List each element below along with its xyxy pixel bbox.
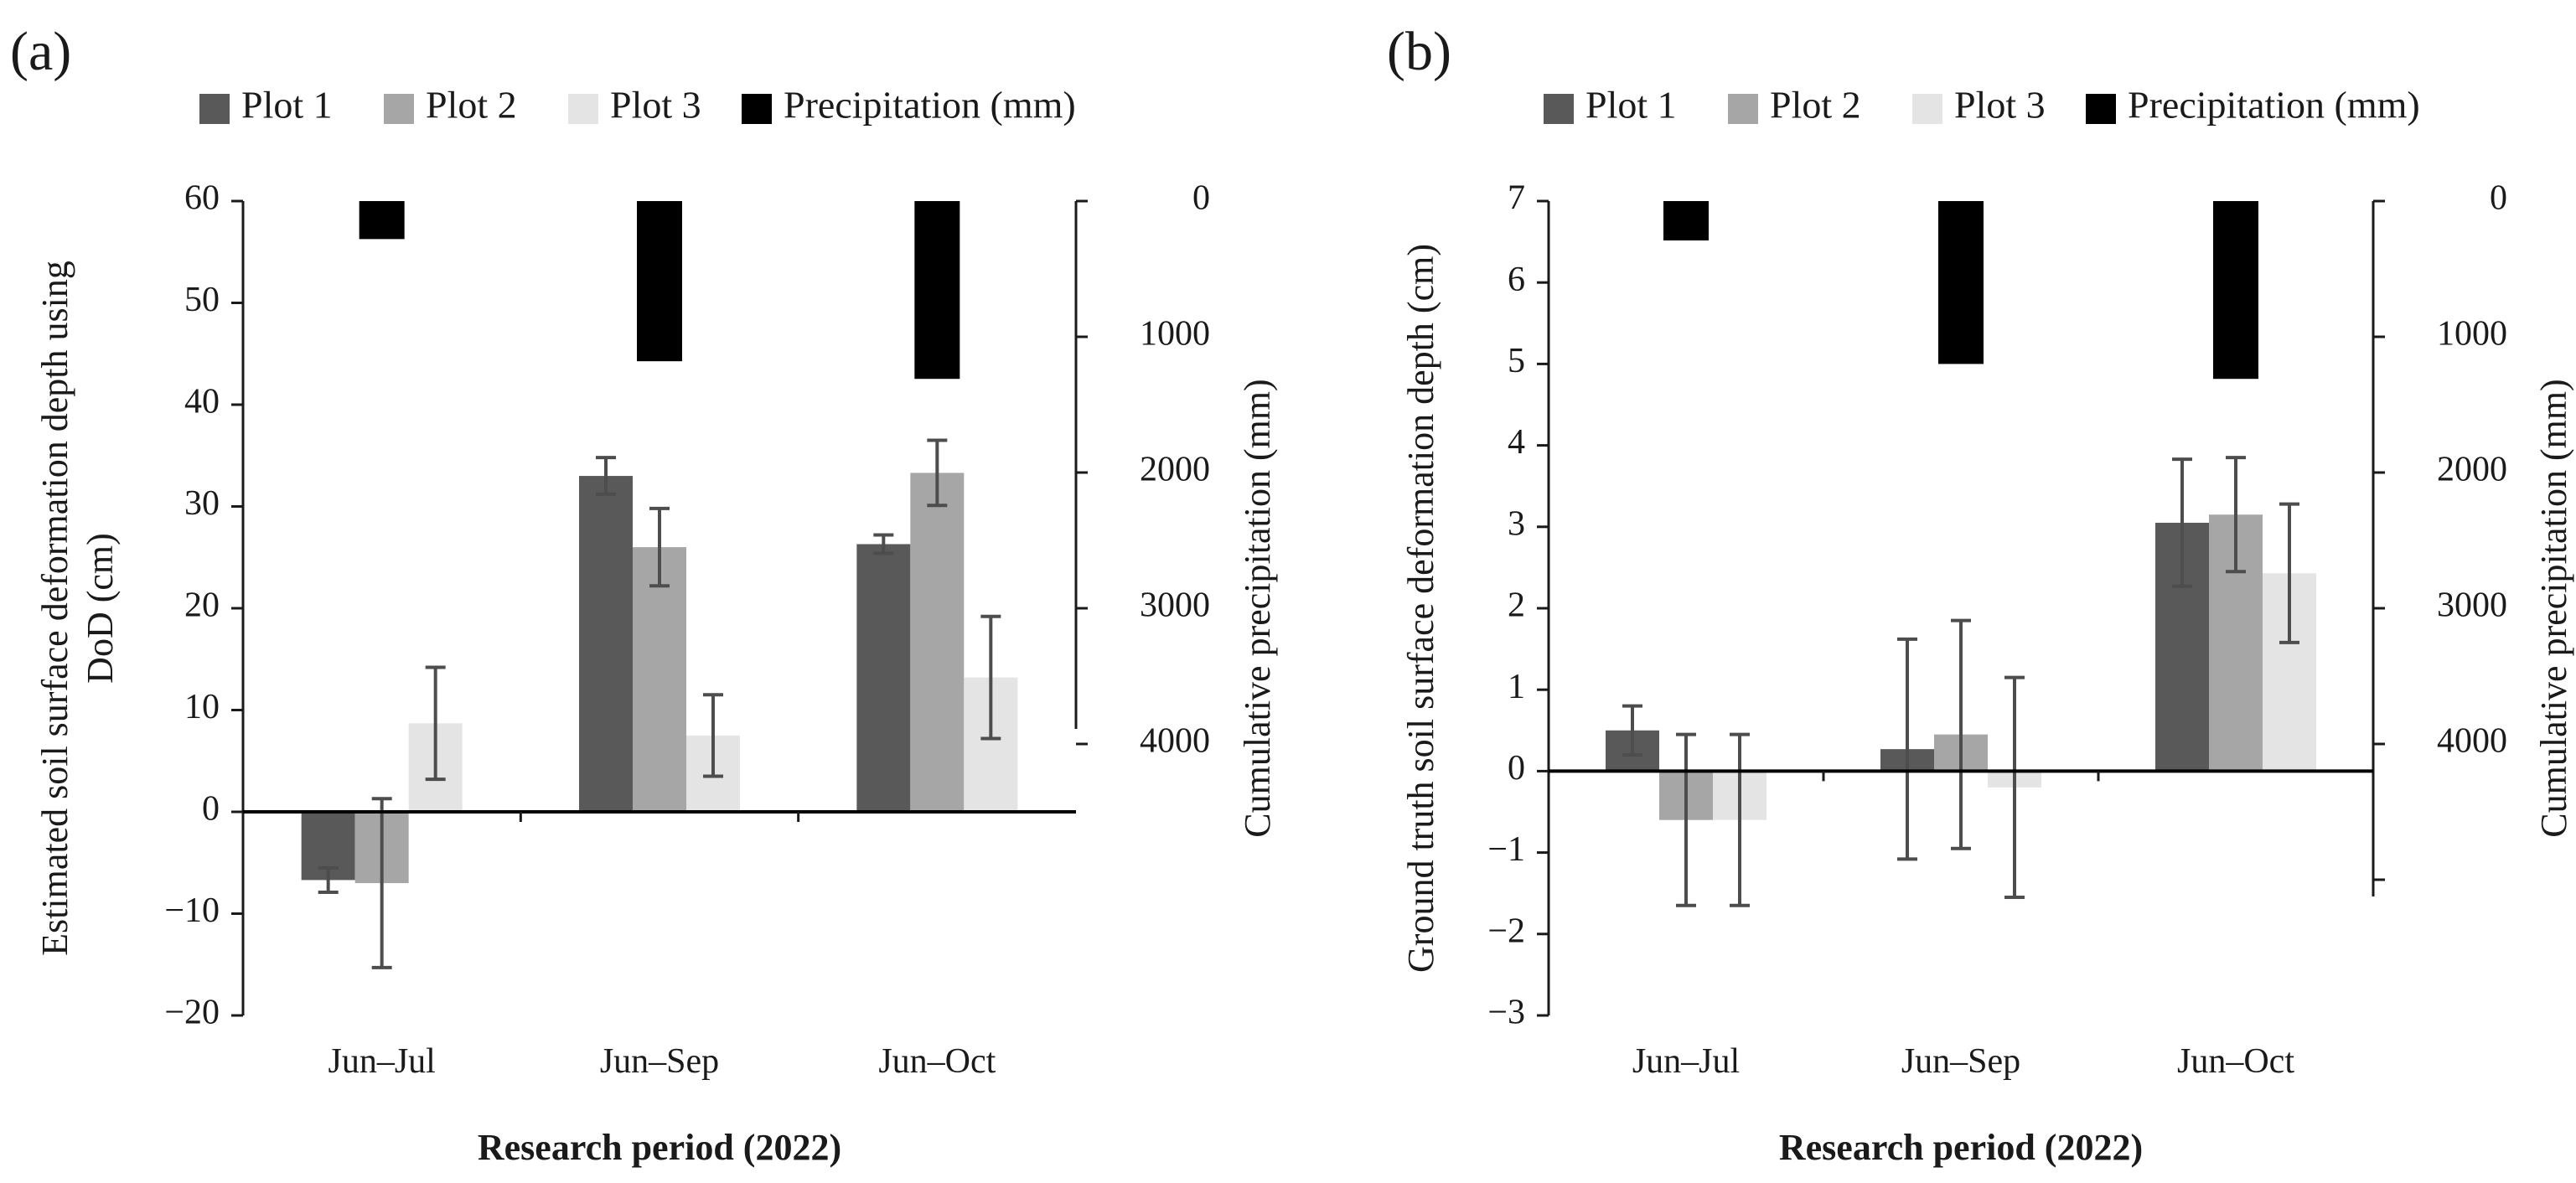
precip-bar-jun-sep bbox=[637, 201, 682, 362]
y2-tick-label: 4000 bbox=[1140, 722, 1210, 761]
error-bar-plot-2-jun-jul bbox=[371, 797, 392, 969]
y-tick-label: 1 bbox=[1508, 668, 1525, 706]
legend-swatch-plot-2 bbox=[1728, 94, 1758, 124]
legend-label-plot-2: Plot 2 bbox=[426, 84, 517, 127]
y2-axis-title: Cumulative precipitation (mm) bbox=[1237, 379, 1278, 837]
y-axis-title: DoD (cm) bbox=[80, 533, 121, 684]
legend-label-plot-2: Plot 2 bbox=[1770, 84, 1861, 127]
y-tick-label: 0 bbox=[202, 790, 220, 829]
y-tick-label: 0 bbox=[1508, 749, 1525, 788]
panel-label: (a) bbox=[10, 21, 71, 82]
legend-swatch-plot-2 bbox=[384, 94, 414, 124]
panel-b: (b) Plot 1 Plot 2 Plot 3 Precipitation (mm) 7… bbox=[1387, 21, 2574, 1168]
precip-bar-jun-oct bbox=[2213, 201, 2258, 380]
error-bar-plot-2-jun-jul bbox=[1676, 732, 1696, 907]
precip-bar-jun-jul bbox=[359, 201, 405, 240]
y2-tick-label: 0 bbox=[1192, 179, 1210, 218]
error-bar-plot-3-jun-oct bbox=[980, 614, 1001, 741]
x-category-label-jun-sep: Jun–Sep bbox=[600, 1042, 719, 1081]
y2-tick-label: 0 bbox=[2490, 179, 2507, 218]
y2-tick-label: 1000 bbox=[1140, 315, 1210, 354]
y-tick-label: 50 bbox=[184, 281, 220, 319]
error-bar-plot-2-jun-oct bbox=[927, 438, 948, 508]
error-bar-plot-2-jun-sep bbox=[649, 506, 670, 588]
y-tick-label: 3 bbox=[1508, 504, 1525, 543]
error-bar-plot-1-jun-oct bbox=[2172, 457, 2192, 588]
error-bar-plot-3-jun-sep bbox=[2004, 675, 2025, 900]
y-axis-title: Estimated soil surface deformation depth… bbox=[34, 261, 75, 956]
y-tick-label: −3 bbox=[1487, 994, 1525, 1032]
legend-label-plot-1: Plot 1 bbox=[1585, 84, 1677, 127]
y-tick-label: −20 bbox=[164, 994, 220, 1032]
panel-label: (b) bbox=[1387, 21, 1451, 82]
precip-bar-jun-sep bbox=[1938, 201, 1984, 364]
x-category-label-jun-jul: Jun–Jul bbox=[1632, 1042, 1740, 1081]
x-category-label-jun-oct: Jun–Oct bbox=[2177, 1042, 2294, 1081]
x-axis-title: Research period (2022) bbox=[1779, 1127, 2143, 1168]
y2-tick-label: 2000 bbox=[2437, 451, 2507, 489]
error-bar-plot-3-jun-jul bbox=[1730, 732, 1750, 907]
legend-label-plot-3: Plot 3 bbox=[610, 84, 701, 127]
error-bar-plot-1-jun-jul bbox=[1622, 704, 1642, 757]
legend-label-plot-3: Plot 3 bbox=[1954, 84, 2046, 127]
precip-bar-jun-jul bbox=[1663, 201, 1709, 240]
y-tick-label: −10 bbox=[164, 891, 220, 930]
y2-tick-label: 3000 bbox=[1140, 586, 1210, 625]
x-category-label-jun-jul: Jun–Jul bbox=[328, 1042, 435, 1081]
y2-tick-label: 2000 bbox=[1140, 451, 1210, 489]
bar-plot-2-jun-sep bbox=[633, 547, 686, 812]
legend-swatch-plot-1 bbox=[1544, 94, 1574, 124]
error-bar-plot-1-jun-sep bbox=[1897, 637, 1917, 861]
y-tick-label: 4 bbox=[1508, 423, 1525, 462]
legend-swatch-plot-1 bbox=[199, 94, 230, 124]
bar-plot-2-jun-oct bbox=[910, 473, 965, 812]
y-tick-label: 2 bbox=[1508, 586, 1525, 625]
bar-plot-1-jun-oct bbox=[856, 544, 911, 812]
x-category-label-jun-sep: Jun–Sep bbox=[1901, 1042, 2020, 1081]
y-tick-label: −1 bbox=[1487, 830, 1525, 869]
y2-tick-label: 3000 bbox=[2437, 586, 2507, 625]
y-axis-title: Ground truth soil surface deformation de… bbox=[1400, 244, 1441, 973]
y-tick-label: 5 bbox=[1508, 342, 1525, 380]
x-axis-title: Research period (2022) bbox=[478, 1127, 841, 1168]
error-bar-plot-1-jun-oct bbox=[873, 533, 894, 555]
y-tick-label: 60 bbox=[184, 179, 220, 218]
precip-bar-jun-oct bbox=[914, 201, 960, 380]
error-bar-plot-3-jun-sep bbox=[703, 693, 723, 778]
x-category-label-jun-oct: Jun–Oct bbox=[878, 1042, 996, 1081]
y-tick-label: −2 bbox=[1487, 912, 1525, 950]
y2-axis-title: Cumulative precipitation (mm) bbox=[2533, 379, 2574, 837]
legend-label-plot-1: Plot 1 bbox=[241, 84, 333, 127]
y-tick-label: 10 bbox=[184, 688, 220, 726]
y-tick-label: 6 bbox=[1508, 261, 1525, 299]
legend-label-precipitation-mm: Precipitation (mm) bbox=[784, 84, 1076, 127]
bar-plot-1-jun-sep bbox=[579, 476, 633, 812]
y-tick-label: 40 bbox=[184, 383, 220, 421]
panel-a: (a) Plot 1 Plot 2 Plot 3 Precipitation (mm) 6… bbox=[10, 21, 1278, 1168]
error-bar-plot-1-jun-jul bbox=[318, 865, 339, 894]
legend-swatch-plot-3 bbox=[568, 94, 598, 124]
error-bar-plot-2-jun-oct bbox=[2226, 456, 2246, 574]
legend-label-precipitation-mm: Precipitation (mm) bbox=[2128, 84, 2420, 127]
error-bar-plot-3-jun-oct bbox=[2279, 502, 2299, 644]
error-bar-plot-1-jun-sep bbox=[596, 456, 616, 496]
legend-swatch-plot-3 bbox=[1912, 94, 1942, 124]
y-tick-label: 20 bbox=[184, 586, 220, 625]
y-tick-label: 30 bbox=[184, 484, 220, 523]
y-tick-label: 7 bbox=[1508, 179, 1525, 218]
y2-tick-label: 1000 bbox=[2437, 315, 2507, 354]
legend-swatch-precipitation-mm bbox=[2086, 94, 2116, 124]
error-bar-plot-3-jun-jul bbox=[425, 665, 446, 782]
y2-tick-label: 4000 bbox=[2437, 722, 2507, 761]
error-bar-plot-2-jun-sep bbox=[1951, 618, 1971, 850]
legend-swatch-precipitation-mm bbox=[742, 94, 772, 124]
